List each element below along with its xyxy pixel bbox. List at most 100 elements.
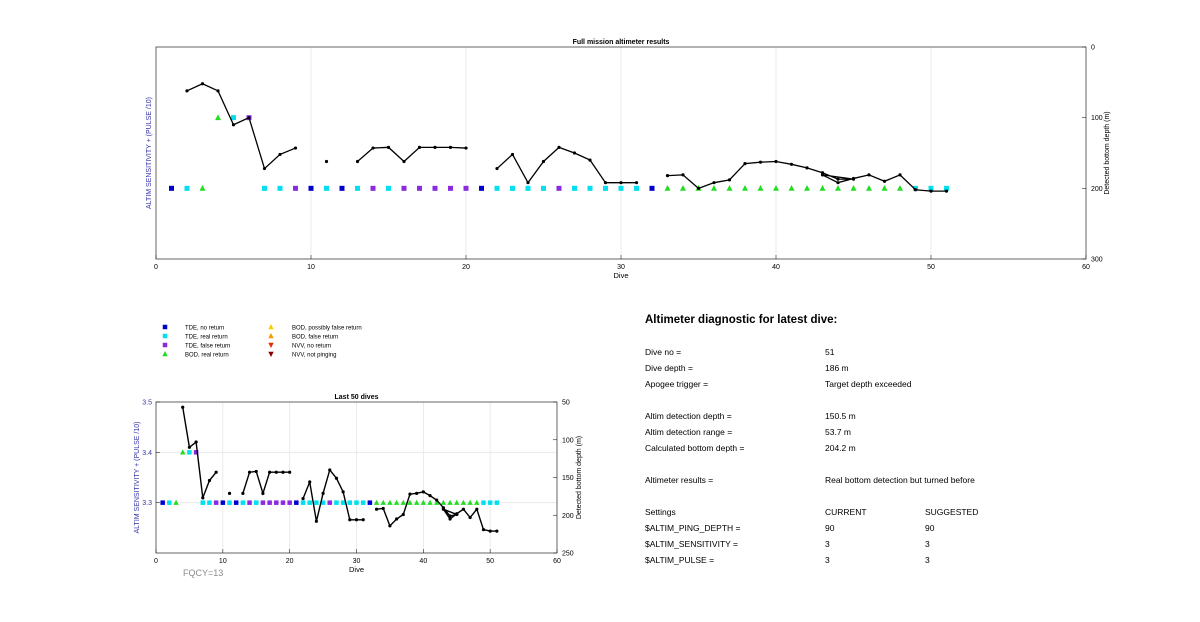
marker-bod-real-return bbox=[440, 499, 447, 505]
y-axis-label: ALTIM SENSITIVITY + (PULSE /10) bbox=[134, 422, 141, 534]
bottom-depth-point bbox=[354, 518, 359, 522]
bottom-depth-point bbox=[789, 162, 794, 166]
setting-name: $ALTIM_PING_DEPTH = bbox=[645, 523, 741, 533]
diagnostic-label: Altim detection depth = bbox=[645, 411, 732, 421]
bottom-depth-point bbox=[681, 173, 685, 177]
y2-tick-label: 150 bbox=[562, 475, 574, 482]
bottom-depth-point bbox=[696, 186, 701, 190]
marker-tde-real-return bbox=[231, 115, 236, 121]
bottom-depth-point bbox=[944, 189, 949, 193]
y-tick-label: 3.3 bbox=[142, 500, 152, 507]
marker-tde-real-return bbox=[207, 500, 212, 505]
marker-tde-false-return bbox=[432, 185, 438, 191]
marker-bod-real-return bbox=[726, 185, 733, 191]
marker-bod-real-return bbox=[664, 185, 671, 191]
bottom-depth-point bbox=[448, 517, 452, 521]
diagnostic-label: Apogee trigger = bbox=[645, 379, 709, 389]
marker-tde-false-return bbox=[417, 185, 422, 191]
bottom-depth-point bbox=[665, 174, 670, 178]
marker-bod-real-return bbox=[447, 499, 453, 505]
setting-current: 3 bbox=[825, 555, 830, 565]
marker-bod-real-return bbox=[400, 499, 406, 505]
bottom-depth-point bbox=[929, 189, 933, 193]
x-tick-label: 10 bbox=[219, 558, 227, 565]
bottom-depth-point bbox=[355, 159, 360, 164]
marker-tde-no-return bbox=[649, 185, 655, 191]
bottom-depth-point bbox=[293, 146, 298, 150]
marker-tde-real-return bbox=[587, 185, 593, 191]
bottom-depth-point bbox=[634, 181, 639, 185]
marker-tde-false-return bbox=[370, 185, 376, 191]
marker-tde-no-return bbox=[160, 500, 165, 505]
y2-tick-label: 50 bbox=[562, 400, 570, 407]
legend-label: BOD, possibly false return bbox=[292, 325, 362, 331]
bottom-depth-line bbox=[376, 491, 497, 532]
bottom-depth-line bbox=[496, 146, 637, 184]
legend-marker-tde-no-return bbox=[162, 324, 168, 330]
marker-tde-false-return bbox=[267, 500, 272, 505]
marker-bod-real-return bbox=[804, 185, 810, 191]
diagnostic-label: Dive no = bbox=[645, 347, 682, 357]
bottom-depth-point bbox=[381, 506, 385, 511]
x-tick-label: 60 bbox=[1082, 264, 1090, 271]
marker-tde-real-return bbox=[487, 500, 493, 505]
marker-tde-false-return bbox=[327, 500, 333, 505]
marker-tde-false-return bbox=[193, 450, 199, 455]
bottom-depth-point bbox=[727, 178, 732, 182]
bottom-depth-point bbox=[401, 512, 405, 517]
bottom-depth-point bbox=[341, 490, 345, 494]
y2-tick-label: 100 bbox=[562, 437, 574, 444]
marker-tde-false-return bbox=[401, 185, 407, 191]
bottom-depth-point bbox=[402, 159, 406, 164]
chart-title: Full mission altimeter results bbox=[573, 39, 670, 46]
marker-bod-real-return bbox=[866, 185, 872, 191]
bottom-depth-point bbox=[448, 514, 452, 518]
bottom-depth-line bbox=[186, 83, 296, 170]
marker-tde-real-return bbox=[167, 500, 172, 505]
bottom-depth-point bbox=[262, 166, 267, 171]
marker-bod-real-return bbox=[757, 185, 764, 191]
bottom-depth-point bbox=[495, 529, 499, 533]
bottom-depth-point bbox=[348, 518, 352, 522]
marker-bod-real-return bbox=[215, 114, 221, 121]
bottom-depth-point bbox=[541, 159, 546, 164]
x-axis-label: Dive bbox=[349, 565, 364, 574]
legend-label: TDE, real return bbox=[185, 334, 228, 340]
bottom-depth-point bbox=[301, 497, 305, 501]
bottom-depth-point bbox=[603, 181, 608, 185]
bottom-depth-point bbox=[361, 518, 365, 522]
diagnostic-value: 53.7 m bbox=[825, 427, 851, 437]
marker-tde-no-return bbox=[294, 500, 299, 505]
bottom-depth-point bbox=[758, 160, 763, 164]
marker-tde-no-return bbox=[479, 185, 484, 191]
diagnostic-label: Dive depth = bbox=[645, 363, 693, 373]
bottom-depth-point bbox=[495, 166, 499, 171]
bottom-depth-point bbox=[408, 492, 412, 496]
marker-tde-no-return bbox=[339, 185, 345, 191]
marker-bod-real-return bbox=[393, 499, 400, 505]
bottom-depth-point bbox=[475, 507, 479, 511]
x-tick-label: 0 bbox=[154, 264, 158, 271]
marker-bod-real-return bbox=[173, 499, 179, 505]
bottom-depth-point bbox=[435, 498, 439, 502]
setting-current: 3 bbox=[825, 539, 830, 549]
legend-label: TDE, false return bbox=[185, 343, 230, 349]
marker-tde-no-return bbox=[308, 185, 314, 191]
legend-label: BOD, real return bbox=[185, 352, 229, 358]
marker-bod-real-return bbox=[467, 499, 473, 505]
x-tick-label: 30 bbox=[617, 264, 625, 271]
legend-label: TDE, no return bbox=[185, 325, 224, 331]
x-tick-label: 50 bbox=[486, 558, 494, 565]
fqcy-label: FQCY=13 bbox=[183, 568, 224, 578]
marker-tde-real-return bbox=[334, 500, 339, 505]
marker-tde-false-return bbox=[213, 500, 219, 505]
legend-marker-bod-false-return bbox=[268, 333, 274, 339]
marker-bod-real-return bbox=[711, 185, 717, 191]
bottom-depth-point bbox=[334, 476, 339, 480]
y2-tick-label: 200 bbox=[562, 513, 574, 520]
bottom-depth-point bbox=[510, 152, 515, 157]
bottom-depth-point bbox=[557, 145, 561, 149]
bottom-depth-point bbox=[851, 176, 856, 181]
marker-bod-real-return bbox=[454, 499, 460, 505]
marker-tde-false-return bbox=[280, 500, 286, 505]
